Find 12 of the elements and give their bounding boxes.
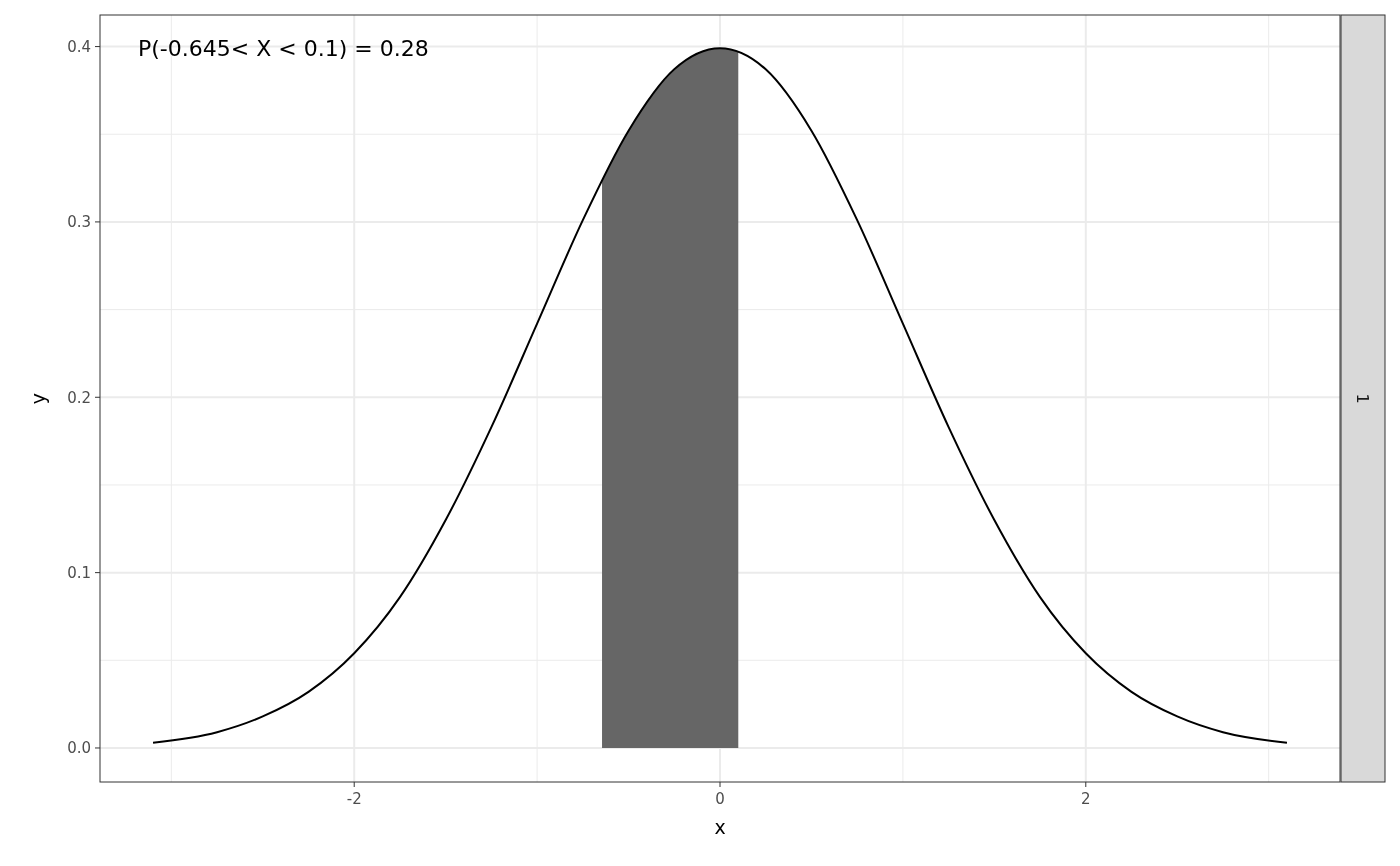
x-tick-label: 0 [715,790,725,808]
x-tick-label: 2 [1081,790,1091,808]
y-tick-label: 0.3 [67,213,91,232]
x-axis-title: x [714,816,726,838]
y-axis-title: y [26,392,49,405]
y-tick-label: 0.4 [67,37,91,56]
y-tick-label: 0.2 [67,388,91,407]
text: 1 [1353,393,1373,404]
y-tick-label: 0.1 [67,563,91,582]
y-tick-label: 0.0 [67,739,91,758]
annotation: P(-0.645< X < 0.1) = 0.28 [138,36,429,61]
x-tick-label: -2 [346,790,362,808]
